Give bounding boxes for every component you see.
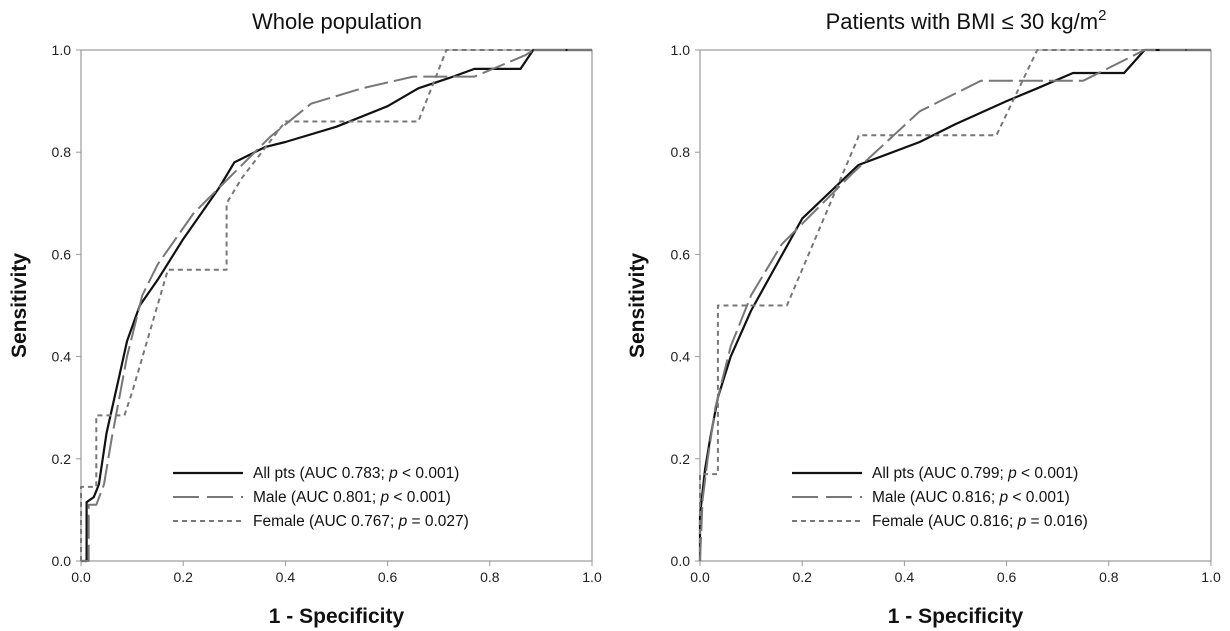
chart-2-y-tick-label: 0.0 (671, 553, 691, 569)
chart-1-legend-text-suffix: < 0.001) (389, 489, 451, 506)
chart-1-legend-label-female: Female (AUC 0.767; p = 0.027) (253, 513, 469, 530)
chart-2-legend-text-p: p (1017, 513, 1027, 530)
chart-1-x-tick-label: 0.0 (71, 569, 91, 585)
chart-2-x-tick-label: 0.4 (895, 569, 915, 585)
chart-2-legend-label-all-pts: All pts (AUC 0.799; p < 0.001) (872, 465, 1078, 482)
chart-1-series-female-line (80, 49, 592, 561)
chart-1-y-tick-label: 0.4 (52, 349, 72, 365)
chart-2-legend-text-p: p (1007, 465, 1017, 482)
chart-1-legend-text-p: p (380, 489, 390, 506)
chart-1-legend-text-p: p (398, 513, 408, 530)
chart-2-legend-text-suffix: < 0.001) (1017, 465, 1079, 482)
chart-2-series-male-line (699, 49, 1211, 562)
chart-2-legend-text-prefix: Female (AUC 0.816; (872, 513, 1018, 530)
chart-2-legend-label-female: Female (AUC 0.816; p = 0.016) (872, 513, 1088, 530)
chart-1-legend-label-male: Male (AUC 0.801; p < 0.001) (253, 489, 451, 506)
chart-2-series-female-line (699, 49, 1211, 561)
chart-1-y-tick-label: 0.0 (52, 553, 72, 569)
chart-2-legend-text-p: p (999, 489, 1009, 506)
chart-2-legend-text-suffix: < 0.001) (1008, 489, 1070, 506)
chart-2-group: 0.0 0.2 0.4 0.6 0.8 1.0 0.0 0.2 0.4 0.6 0.8 1.0 Pati… (626, 7, 1221, 628)
chart-2-x-tick-label: 0.2 (792, 569, 812, 585)
chart-2-x-tick-label: 0.6 (997, 569, 1017, 585)
chart-1-series-male-line (81, 49, 592, 562)
chart-2-title-superscript: 2 (1098, 7, 1106, 24)
chart-2-y-tick-label: 0.6 (671, 246, 691, 262)
chart-1-y-axis-title: Sensitivity (8, 253, 31, 358)
chart-1-y-tick-label: 1.0 (52, 42, 72, 58)
chart-2-x-tick-label: 0.8 (1099, 569, 1119, 585)
chart-1-legend-label-all-pts: All pts (AUC 0.783; p < 0.001) (253, 465, 459, 482)
chart-2-y-tick-label: 1.0 (671, 42, 691, 58)
chart-2-x-tick-label: 1.0 (1201, 569, 1221, 585)
chart-1-legend-text-prefix: All pts (AUC 0.783; (253, 465, 389, 482)
chart-1-x-tick-label: 1.0 (582, 569, 602, 585)
chart-1-x-tick-label: 0.8 (480, 569, 500, 585)
chart-1-y-tick-label: 0.6 (52, 246, 72, 262)
chart-1-y-tick-label: 0.8 (52, 144, 72, 160)
chart-1-x-tick-label: 0.6 (378, 569, 398, 585)
chart-1-legend-text-prefix: Female (AUC 0.767; (253, 513, 399, 530)
chart-2-legend-label-male: Male (AUC 0.816; p < 0.001) (872, 489, 1070, 506)
chart-1-y-tick-label: 0.2 (52, 451, 72, 467)
chart-2-title: Patients with BMI ≤ 30 kg/m2 (826, 7, 1107, 34)
chart-2-y-tick-label: 0.2 (671, 451, 691, 467)
chart-1-legend-text-suffix: < 0.001) (398, 465, 460, 482)
chart-1-x-tick-label: 0.4 (276, 569, 296, 585)
chart-1-legend-text-suffix: = 0.027) (407, 513, 469, 530)
chart-2-legend-text-prefix: All pts (AUC 0.799; (872, 465, 1008, 482)
chart-1-legend-text-p: p (388, 465, 398, 482)
chart-2-y-tick-label: 0.4 (671, 349, 691, 365)
chart-1-series-all-pts-line (81, 48, 592, 563)
chart-1-x-tick-label: 0.2 (173, 569, 193, 585)
chart-1-title: Whole population (252, 9, 422, 34)
chart-1-plot-frame (80, 49, 593, 562)
chart-2-plot-frame (699, 49, 1212, 562)
chart-2-y-tick-label: 0.8 (671, 144, 691, 160)
chart-2-y-axis-title: Sensitivity (626, 253, 649, 358)
chart-2-series-all-pts-line (698, 48, 1211, 561)
chart-1-legend-text-prefix: Male (AUC 0.801; (253, 489, 381, 506)
chart-1-x-axis-title: 1 - Specificity (269, 605, 405, 628)
chart-1-group: 0.0 0.2 0.4 0.6 0.8 1.0 0.0 0.2 0.4 0.6 0.8 1.0 Whol… (8, 9, 602, 628)
chart-2-legend-text-suffix: = 0.016) (1026, 513, 1088, 530)
chart-2-x-tick-label: 0.0 (690, 569, 710, 585)
chart-2-legend-text-prefix: Male (AUC 0.816; (872, 489, 1000, 506)
chart-2-x-axis-title: 1 - Specificity (888, 605, 1024, 628)
